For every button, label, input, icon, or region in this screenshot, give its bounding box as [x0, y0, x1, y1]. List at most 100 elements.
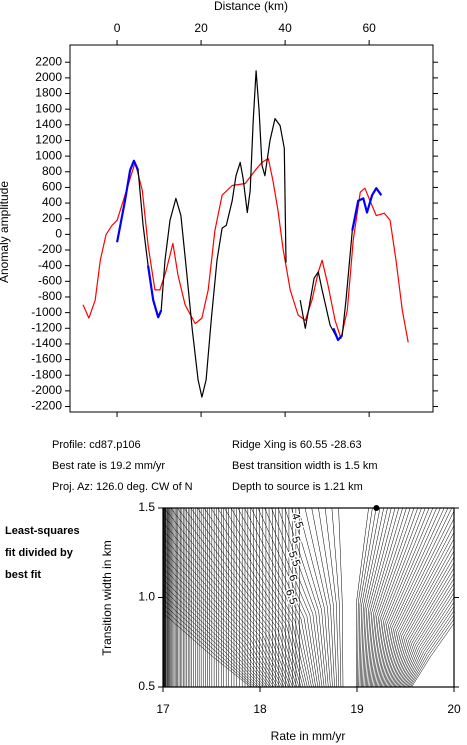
- y-tick-label: -600: [38, 273, 62, 287]
- contour-line: [378, 508, 437, 687]
- contour-line: [163, 543, 279, 687]
- contour-line: [224, 508, 308, 687]
- contour-line: [379, 508, 441, 687]
- x-tick-label: 40: [278, 21, 292, 35]
- data-line: [116, 159, 383, 342]
- contour-line: [363, 508, 392, 687]
- contour-line: [163, 608, 253, 687]
- contour-line: [230, 508, 310, 687]
- contour-line: [395, 562, 454, 687]
- contour-line: [163, 567, 270, 687]
- contour-line: [360, 508, 384, 687]
- y-tick-label: 2000: [35, 70, 62, 84]
- contour-line: [170, 508, 291, 687]
- contour-line: [163, 549, 277, 687]
- info-text: Proj. Az: 126.0 deg. CW of N: [52, 481, 193, 493]
- y-tick-label: 2200: [35, 54, 62, 68]
- y-tick-label: -400: [38, 258, 62, 272]
- contour-line: [377, 508, 434, 687]
- panel-title: Least-squares: [5, 525, 80, 537]
- x-tick-label: 20: [447, 702, 461, 716]
- contour-line: [358, 508, 377, 687]
- contour-line: [376, 508, 430, 687]
- contour-line: [311, 508, 335, 687]
- contour-line: [210, 508, 304, 687]
- data-line: [116, 70, 382, 398]
- contour-line: [368, 508, 407, 687]
- contour-line: [257, 508, 319, 687]
- contour-line: [163, 612, 251, 687]
- contour-line: [397, 572, 454, 687]
- contour-line: [396, 567, 454, 687]
- contour-line: [163, 584, 264, 687]
- contour-line: [398, 577, 454, 687]
- contour-line: [367, 508, 403, 687]
- contour-line: [388, 531, 454, 687]
- contour-line: [382, 508, 449, 687]
- contour-line: [359, 508, 381, 687]
- info-text: Depth to source is 1.21 km: [232, 481, 363, 493]
- y-tick-label: -1400: [31, 336, 62, 350]
- contour-line: [190, 508, 298, 687]
- contour-line: [355, 508, 369, 687]
- y-tick-label: 0: [55, 227, 62, 241]
- y-tick-label: -200: [38, 242, 62, 256]
- info-text: Ridge Xing is 60.55 -28.63: [232, 439, 362, 451]
- contour-line: [387, 525, 454, 687]
- contour-line: [324, 508, 340, 687]
- y-tick-label: 1400: [35, 117, 62, 131]
- y-tick-label: 1200: [35, 133, 62, 147]
- contour-line: [383, 508, 452, 687]
- y-axis-title: Transition width in km: [100, 540, 114, 656]
- contour-line: [277, 508, 325, 687]
- contour-line: [237, 508, 312, 687]
- contour-line: [405, 601, 454, 687]
- contour-line: [163, 573, 268, 687]
- y-tick-label: -800: [38, 289, 62, 303]
- contour-line: [163, 536, 281, 687]
- contour-line: [163, 556, 274, 687]
- contour-line: [217, 508, 306, 687]
- contour-line: [362, 508, 388, 687]
- contour-line: [163, 598, 258, 687]
- contour-line: [163, 529, 283, 687]
- contour-line: [163, 589, 262, 687]
- contour-line: [391, 544, 454, 687]
- contour-line: [357, 508, 373, 687]
- y-tick-label: 1000: [35, 148, 62, 162]
- y-tick-label: 200: [42, 211, 62, 225]
- contour-line: [401, 587, 454, 687]
- contour-line: [338, 508, 344, 687]
- y-tick-label: -1000: [31, 305, 62, 319]
- y-tick-label: -1600: [31, 352, 62, 366]
- contour-line: [163, 578, 266, 687]
- info-text: Best transition width is 1.5 km: [232, 460, 378, 472]
- data-line: [82, 157, 409, 343]
- contour-line: [177, 508, 293, 687]
- contour-line: [183, 508, 295, 687]
- contour-line: [163, 562, 272, 687]
- x-axis-title: Rate in mm/yr: [271, 729, 346, 743]
- y-tick-label: 1600: [35, 101, 62, 115]
- panel-title: fit divided by: [5, 547, 74, 559]
- x-tick-label: 19: [350, 702, 364, 716]
- info-text: Best rate is 19.2 mm/yr: [52, 460, 165, 472]
- contour-line: [374, 508, 426, 687]
- contour-line: [163, 508, 289, 687]
- contour-line: [331, 508, 342, 687]
- x-tick-label: 17: [156, 702, 170, 716]
- x-tick-label: 0: [114, 21, 121, 35]
- x-tick-label: 60: [362, 21, 376, 35]
- y-axis-title: Anomaly amplitude: [0, 181, 11, 283]
- contour-line: [163, 603, 255, 687]
- contour-label: 5.5: [286, 550, 303, 568]
- contour-line: [366, 508, 400, 687]
- contour-line: [318, 508, 337, 687]
- x-tick-label: 20: [194, 21, 208, 35]
- contour-line: [407, 610, 454, 687]
- x-axis-title: Distance (km): [214, 0, 288, 13]
- contour-line: [371, 508, 415, 687]
- x-tick-label: 18: [253, 702, 267, 716]
- contour-line: [163, 514, 287, 687]
- contour-line: [372, 508, 418, 687]
